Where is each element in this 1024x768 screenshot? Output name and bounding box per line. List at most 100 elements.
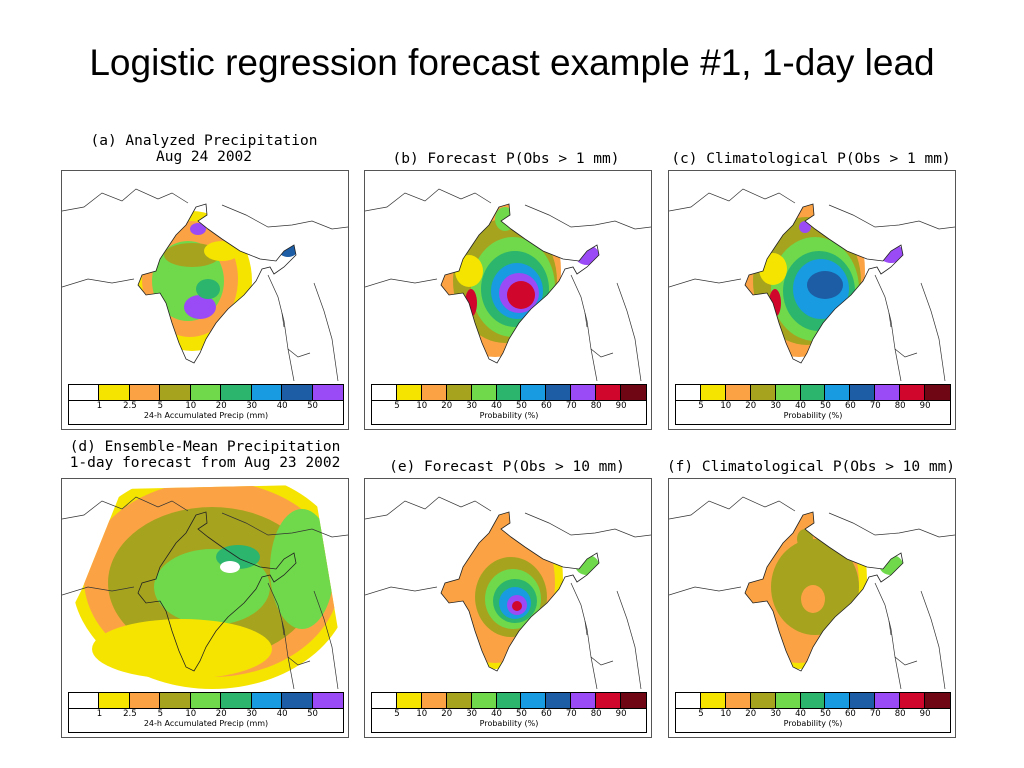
panel-b-colorbar-swatch (396, 385, 422, 400)
panel-d-border-line (62, 586, 135, 596)
panel-b-colorbar-label: Probability (%) (479, 411, 539, 420)
panel-a-colorbar-swatch (160, 385, 191, 400)
panel-e: 5 10 20 30 40 50 60 70 80 90 Probability (%) (364, 478, 652, 738)
panel-c-colorbar-swatch (750, 385, 776, 400)
panel-a-title: (a) Analyzed Precipitation Aug 24 2002 (60, 133, 348, 165)
panel-b-colorbar-swatch (521, 385, 547, 400)
panel-d-colorbar-swatch (69, 693, 100, 708)
panel-d-colorbar-tick: 20 (215, 709, 227, 719)
panel-d-border-line (221, 512, 348, 538)
panel-c-colorbar-swatch (925, 385, 950, 400)
panel-d-colorbar-tick: 30 (246, 709, 258, 719)
panel-b-colorbar-tick: 30 (466, 401, 478, 411)
panel-d-border-line (287, 656, 311, 666)
panel-d-colorbar-swatch (129, 693, 161, 708)
panel-a-colorbar-swatch (99, 385, 130, 400)
panel-c: 5 10 20 30 40 50 60 70 80 90 Probability (%) (668, 170, 956, 430)
panel-f-colorbar-swatch (875, 693, 901, 708)
panel-c-border-line (920, 282, 946, 381)
panel-a-india-boundary (137, 203, 297, 364)
panel-f-colorbar-tick: 80 (894, 709, 906, 719)
panel-a-contour-region (204, 241, 240, 261)
panel-b-border-line (365, 188, 492, 212)
panel-c-border-line (874, 274, 902, 381)
panel-b-colorbar-swatch (621, 385, 646, 400)
panel-d-contour-region (270, 509, 334, 629)
panel-e-colorbar-tick: 20 (441, 709, 453, 719)
panel-c-colorbar-tick: 10 (720, 401, 732, 411)
panel-d-colorbar-tick: 1 (96, 709, 103, 719)
panel-f-colorbar-tick: 20 (745, 709, 757, 719)
panel-c-contour-region (799, 221, 811, 233)
panel-c-border-line (669, 188, 796, 212)
panel-c-contour-region (759, 253, 787, 285)
panel-f-colorbar-tick: 90 (919, 709, 931, 719)
panel-b-colorbar-swatch (596, 385, 622, 400)
panel-d-colorbar-swatch (190, 693, 222, 708)
panel-c-colorbar: 5 10 20 30 40 50 60 70 80 90 Probability (%) (675, 384, 951, 425)
panel-e-colorbar-swatch (571, 693, 597, 708)
panel-a-colorbar-swatch (190, 385, 222, 400)
panel-c-colorbar-tick: 50 (820, 401, 831, 411)
panel-b-border-line (584, 312, 588, 328)
panel-b-colorbar-swatch (446, 385, 472, 400)
panel-d-colorbar-swatch (160, 693, 191, 708)
panel-e-colorbar-swatch (396, 693, 422, 708)
panel-a-border-line (287, 348, 311, 358)
panel-e-colorbar: 5 10 20 30 40 50 60 70 80 90 Probability (%) (371, 692, 647, 733)
panel-b-contour-region (495, 207, 515, 231)
panel-b-colorbar-swatch (571, 385, 597, 400)
panel-a-title-line2: Aug 24 2002 (155, 149, 253, 165)
panel-e-title: (e) Forecast P(Obs > 10 mm) (362, 459, 652, 475)
panel-a-border-line (62, 278, 135, 288)
panel-e-precip-field (441, 512, 599, 669)
panel-b-border-line (570, 274, 598, 381)
panel-d-colorbar-label: 24-h Accumulated Precip (mm) (143, 719, 269, 728)
panel-f-border-line (920, 590, 946, 689)
panel-f-colorbar-swatch (800, 693, 826, 708)
panel-d-colorbar: 1 2.5 5 10 20 30 40 50 24-h Accumulated Precip … (68, 692, 344, 733)
panel-b-colorbar-swatch (421, 385, 447, 400)
panel-e-colorbar-tick: 80 (590, 709, 602, 719)
panel-b-border-line (590, 348, 614, 358)
panel-b-map (365, 188, 651, 381)
panel-c-colorbar-tick: 40 (795, 401, 806, 411)
panel-a-colorbar-label: 24-h Accumulated Precip (mm) (143, 411, 269, 420)
panel-f-colorbar-swatch (825, 693, 851, 708)
panel-a-precip-field (138, 211, 296, 351)
panel-f-colorbar-tick: 70 (869, 709, 881, 719)
panel-c-map (669, 188, 955, 381)
panel-c-colorbar-swatch (875, 385, 901, 400)
panel-d-border-line (281, 620, 285, 636)
panel-a-colorbar-tick: 1 (96, 401, 103, 411)
panel-a-title-line1: (a) Analyzed Precipitation (90, 133, 318, 149)
panel-a-colorbar-tick: 5 (157, 401, 164, 411)
panel-a-border-line (313, 282, 339, 381)
panel-e-colorbar-label: Probability (%) (479, 719, 539, 728)
panel-f-title-line1: (f) Climatological P(Obs > 10 mm) (666, 459, 956, 475)
panel-a-contour-region (196, 279, 220, 299)
panel-e-colorbar-swatch (496, 693, 522, 708)
panel-e-colorbar-tick: 30 (466, 709, 478, 719)
panel-e-border-line (365, 586, 438, 596)
panel-f-contour-region (879, 555, 903, 575)
panel-e-colorbar-swatch (521, 693, 547, 708)
panel-e-colorbar-tick: 10 (416, 709, 428, 719)
panel-a-colorbar-tick: 10 (185, 401, 197, 411)
panel-b-colorbar-tick: 50 (516, 401, 527, 411)
panel-c-colorbar-swatch (850, 385, 876, 400)
panel-a-colorbar-swatch (251, 385, 283, 400)
panel-f-colorbar-tick: 50 (820, 709, 831, 719)
panel-b-border-line (524, 204, 651, 230)
panel-c-india-boundary (744, 203, 904, 364)
panel-c-colorbar-tick: 20 (745, 401, 757, 411)
panel-b-colorbar-tick: 5 (394, 401, 400, 411)
panel-b-colorbar-tick: 60 (540, 401, 552, 411)
panel-a-border-line (281, 312, 285, 328)
panel-a-border-line (62, 188, 189, 212)
panel-f-border-line (669, 496, 796, 520)
panel-d-map (62, 485, 348, 689)
panel-e-colorbar-tick: 60 (540, 709, 552, 719)
panel-d-colorbar-swatch (221, 693, 252, 708)
panel-b-colorbar-swatch (471, 385, 497, 400)
